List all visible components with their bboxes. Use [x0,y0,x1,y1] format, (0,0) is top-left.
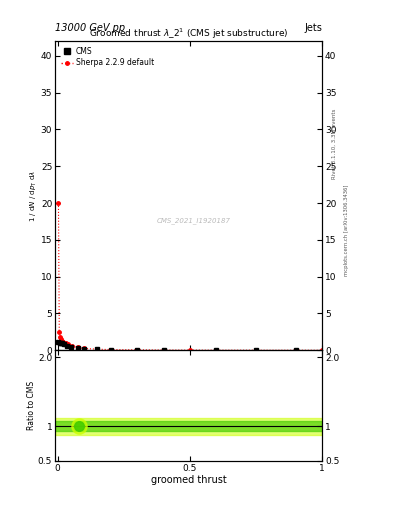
Sherpa 2.2.9 default [320,347,325,353]
Sherpa 2.2.9 default [70,343,75,349]
Sherpa 2.2.9 default [254,347,259,353]
Sherpa 2.2.9 default [82,346,86,352]
Sherpa 2.2.9 default [63,340,68,346]
Sherpa 2.2.9 default [95,346,100,352]
Title: Groomed thrust $\lambda\_2^1$ (CMS jet substructure): Groomed thrust $\lambda\_2^1$ (CMS jet s… [89,27,288,41]
Y-axis label: $\mathrm{1}\ /\ \mathrm{d}N\ /\ \mathrm{d}p_\mathrm{T}\ \mathrm{d}\lambda$: $\mathrm{1}\ /\ \mathrm{d}N\ /\ \mathrm{… [29,169,39,222]
Sherpa 2.2.9 default [135,347,140,353]
Sherpa 2.2.9 default [75,344,80,350]
Legend: CMS, Sherpa 2.2.9 default: CMS, Sherpa 2.2.9 default [59,45,156,70]
Sherpa 2.2.9 default [60,338,64,344]
Sherpa 2.2.9 default [66,341,71,347]
Sherpa 2.2.9 default [57,329,62,335]
Sherpa 2.2.9 default [61,339,66,345]
Sherpa 2.2.9 default [187,347,192,353]
X-axis label: groomed thrust: groomed thrust [151,475,226,485]
Text: Jets: Jets [305,23,322,33]
Text: Rivet 3.1.10, 3.3M events: Rivet 3.1.10, 3.3M events [332,108,337,179]
Line: Sherpa 2.2.9 default: Sherpa 2.2.9 default [57,201,324,352]
Sherpa 2.2.9 default [59,336,63,343]
Text: 13000 GeV pp: 13000 GeV pp [55,23,125,33]
Sherpa 2.2.9 default [56,200,61,206]
Text: mcplots.cern.ch [arXiv:1306.3436]: mcplots.cern.ch [arXiv:1306.3436] [344,185,349,276]
Sherpa 2.2.9 default [58,334,62,340]
Y-axis label: Ratio to CMS: Ratio to CMS [28,381,37,430]
Bar [55,421,322,431]
Sherpa 2.2.9 default [108,347,113,353]
Text: CMS_2021_I1920187: CMS_2021_I1920187 [157,217,231,224]
Bar [55,418,322,435]
